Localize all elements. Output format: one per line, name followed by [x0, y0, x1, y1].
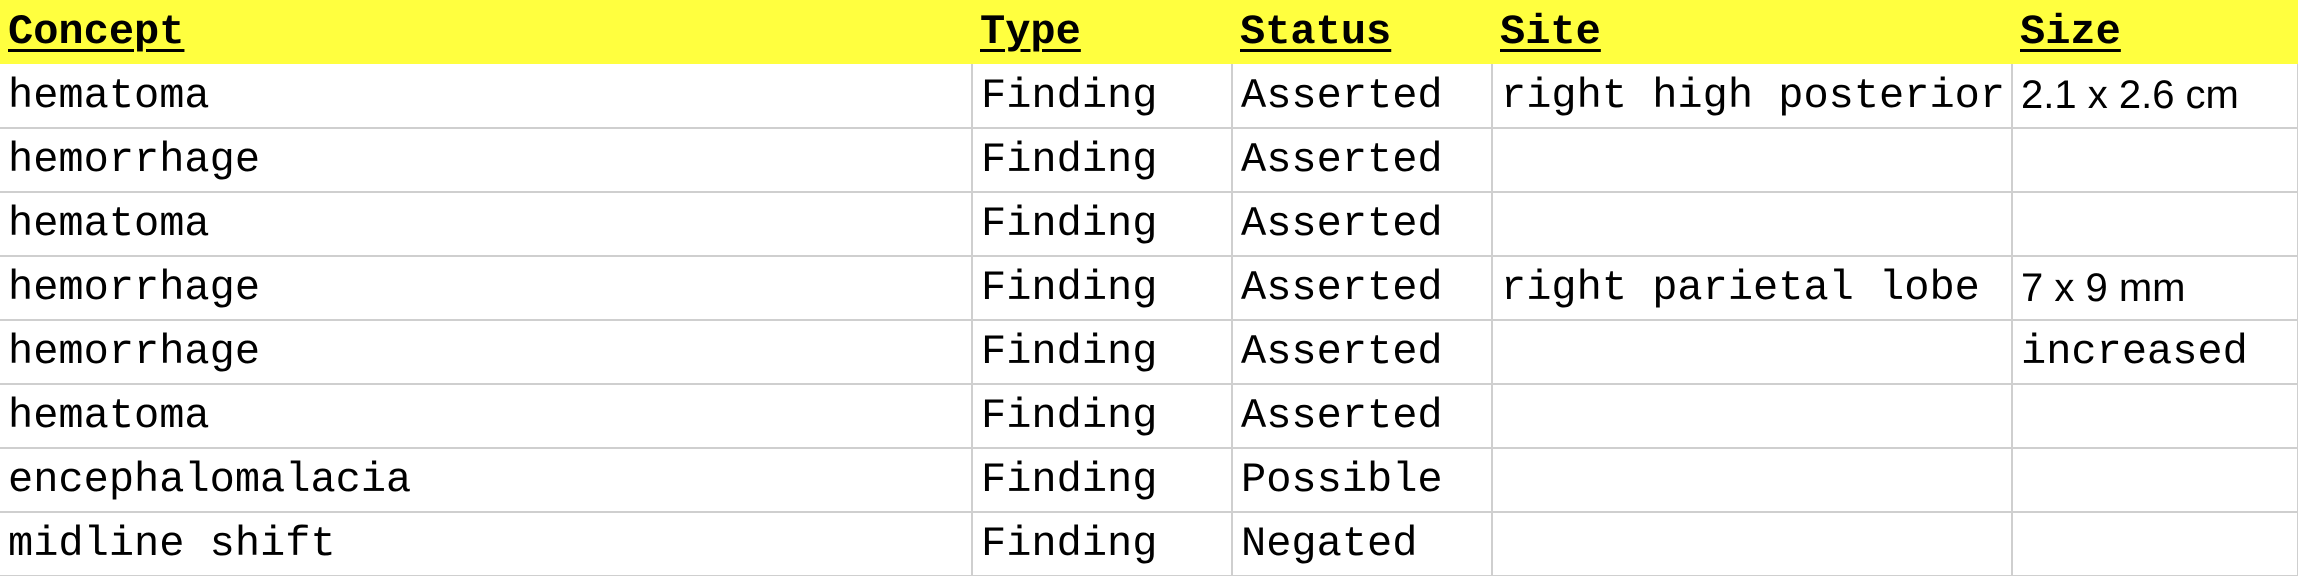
- cell-size[interactable]: [2012, 448, 2298, 513]
- cell-size[interactable]: [2012, 192, 2298, 257]
- cell-concept[interactable]: hematoma: [0, 64, 973, 129]
- cell-type[interactable]: Finding: [972, 192, 1233, 257]
- cell-concept[interactable]: hematoma: [0, 384, 973, 449]
- column-header-type[interactable]: Type: [980, 8, 1081, 56]
- cell-type[interactable]: Finding: [972, 320, 1233, 385]
- cell-site[interactable]: [1492, 128, 2013, 193]
- table-row: hemorrhage Finding Asserted: [0, 128, 2298, 193]
- cell-size[interactable]: [2012, 512, 2298, 576]
- cell-size[interactable]: [2012, 384, 2298, 449]
- cell-size[interactable]: 7 x 9 mm: [2012, 256, 2298, 321]
- cell-type[interactable]: Finding: [972, 384, 1233, 449]
- table-row: encephalomalacia Finding Possible: [0, 448, 2298, 513]
- cell-type[interactable]: Finding: [972, 128, 1233, 193]
- cell-size[interactable]: increased: [2012, 320, 2298, 385]
- table-header: Concept Type Status Site Size: [0, 0, 2298, 64]
- cell-type[interactable]: Finding: [972, 64, 1233, 129]
- column-header-status[interactable]: Status: [1240, 8, 1392, 56]
- cell-status[interactable]: Asserted: [1232, 128, 1493, 193]
- table-body: hematoma Finding Asserted right high pos…: [0, 64, 2298, 576]
- cell-status[interactable]: Negated: [1232, 512, 1493, 576]
- cell-status[interactable]: Asserted: [1232, 384, 1493, 449]
- cell-status[interactable]: Possible: [1232, 448, 1493, 513]
- cell-site[interactable]: [1492, 448, 2013, 513]
- cell-concept[interactable]: hemorrhage: [0, 128, 973, 193]
- cell-size[interactable]: [2012, 128, 2298, 193]
- cell-concept[interactable]: midline shift: [0, 512, 973, 576]
- column-header-size[interactable]: Size: [2020, 8, 2121, 56]
- cell-site[interactable]: [1492, 192, 2013, 257]
- cell-status[interactable]: Asserted: [1232, 64, 1493, 129]
- table-row: hematoma Finding Asserted: [0, 384, 2298, 449]
- cell-type[interactable]: Finding: [972, 448, 1233, 513]
- cell-site[interactable]: [1492, 512, 2013, 576]
- cell-type[interactable]: Finding: [972, 512, 1233, 576]
- cell-status[interactable]: Asserted: [1232, 256, 1493, 321]
- cell-size[interactable]: 2.1 x 2.6 cm: [2012, 64, 2298, 129]
- cell-status[interactable]: Asserted: [1232, 192, 1493, 257]
- cell-status[interactable]: Asserted: [1232, 320, 1493, 385]
- cell-site[interactable]: right high posterior: [1492, 64, 2013, 129]
- cell-concept[interactable]: hemorrhage: [0, 320, 973, 385]
- cell-type[interactable]: Finding: [972, 256, 1233, 321]
- cell-site[interactable]: [1492, 384, 2013, 449]
- table-row: hemorrhage Finding Asserted increased: [0, 320, 2298, 385]
- cell-site[interactable]: [1492, 320, 2013, 385]
- cell-site[interactable]: right parietal lobe: [1492, 256, 2013, 321]
- cell-concept[interactable]: encephalomalacia: [0, 448, 973, 513]
- cell-concept[interactable]: hematoma: [0, 192, 973, 257]
- column-header-concept[interactable]: Concept: [8, 8, 185, 56]
- table-row: hematoma Finding Asserted: [0, 192, 2298, 257]
- column-header-site[interactable]: Site: [1500, 8, 1601, 56]
- table-row: midline shift Finding Negated: [0, 512, 2298, 576]
- cell-concept[interactable]: hemorrhage: [0, 256, 973, 321]
- table-row: hemorrhage Finding Asserted right pariet…: [0, 256, 2298, 321]
- header-row: Concept Type Status Site Size: [0, 0, 2298, 64]
- table-row: hematoma Finding Asserted right high pos…: [0, 64, 2298, 129]
